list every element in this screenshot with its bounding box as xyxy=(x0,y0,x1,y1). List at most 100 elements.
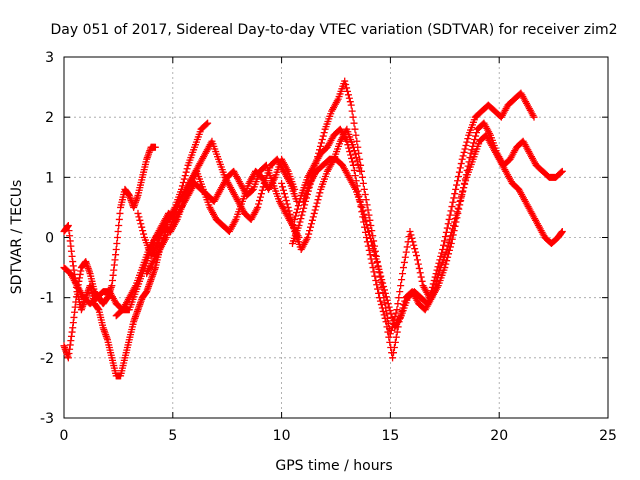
data-point xyxy=(135,213,143,221)
data-point xyxy=(256,197,264,205)
data-point xyxy=(449,225,457,233)
data-point xyxy=(373,258,381,266)
data-point xyxy=(320,129,328,137)
data-point xyxy=(316,142,324,150)
series-trace-j xyxy=(278,125,364,254)
data-point xyxy=(370,248,378,256)
data-point xyxy=(386,307,394,315)
data-point xyxy=(281,193,289,201)
data-point xyxy=(445,239,453,247)
data-point xyxy=(457,160,465,168)
data-point xyxy=(394,300,402,308)
data-point xyxy=(257,190,265,198)
data-point xyxy=(115,215,123,223)
data-point xyxy=(461,180,469,188)
data-point xyxy=(447,207,455,215)
data-point xyxy=(374,262,382,270)
data-point xyxy=(434,274,442,282)
data-point xyxy=(116,209,124,217)
data-point xyxy=(557,168,565,176)
data-point xyxy=(461,145,469,153)
data-point xyxy=(361,214,369,222)
data-point xyxy=(444,242,452,250)
data-point xyxy=(446,235,454,243)
data-point xyxy=(348,158,356,166)
x-axis-label: GPS time / hours xyxy=(275,458,392,474)
data-point xyxy=(360,185,368,193)
data-point xyxy=(460,148,468,156)
data-point xyxy=(443,224,451,232)
data-point xyxy=(343,137,351,145)
data-point xyxy=(283,200,291,208)
data-point xyxy=(558,167,566,175)
data-point xyxy=(409,238,417,246)
data-point xyxy=(134,209,142,217)
data-point xyxy=(384,300,392,308)
y-tick-label: -1 xyxy=(40,291,54,307)
data-point xyxy=(433,277,441,285)
data-point xyxy=(399,264,407,272)
data-point xyxy=(351,172,359,180)
data-point xyxy=(445,215,453,223)
data-point xyxy=(364,242,372,250)
data-point xyxy=(346,98,354,106)
data-point xyxy=(359,207,367,215)
data-point xyxy=(468,146,476,154)
data-point xyxy=(464,135,472,143)
data-point xyxy=(342,81,350,89)
data-point xyxy=(363,221,371,229)
data-point xyxy=(259,183,267,191)
data-point xyxy=(436,267,444,275)
data-point xyxy=(399,270,407,278)
data-point xyxy=(356,167,364,175)
data-point xyxy=(358,173,366,181)
y-axis-label: SDTVAR / TECUs xyxy=(9,180,25,295)
data-point xyxy=(139,227,147,235)
data-point xyxy=(296,218,304,226)
data-point xyxy=(441,233,449,241)
data-point xyxy=(451,215,459,223)
data-point xyxy=(113,234,121,241)
data-point xyxy=(348,154,356,162)
data-point xyxy=(391,338,399,346)
data-point xyxy=(443,246,451,254)
data-point xyxy=(380,282,388,290)
data-point xyxy=(401,253,409,261)
data-point xyxy=(408,234,416,242)
data-point xyxy=(182,168,190,176)
data-point xyxy=(384,328,392,336)
data-point xyxy=(369,264,377,272)
data-point xyxy=(371,272,379,280)
x-tick-label: 15 xyxy=(381,428,399,444)
data-point xyxy=(398,276,406,284)
data-point xyxy=(372,255,380,263)
data-point xyxy=(382,293,390,301)
data-point xyxy=(454,177,462,185)
data-point xyxy=(430,288,438,296)
data-point xyxy=(380,311,388,319)
data-point xyxy=(558,227,566,235)
data-point xyxy=(292,212,300,220)
data-point xyxy=(455,168,463,176)
data-point xyxy=(115,221,123,229)
data-point xyxy=(299,208,307,216)
data-point xyxy=(388,313,396,321)
data-point xyxy=(456,164,464,172)
data-point xyxy=(284,203,292,211)
data-point xyxy=(365,246,373,254)
data-point xyxy=(470,139,478,147)
data-point xyxy=(295,198,303,206)
data-point xyxy=(362,196,370,204)
data-point xyxy=(413,256,421,264)
data-point xyxy=(289,221,297,229)
data-point xyxy=(341,77,349,85)
data-point xyxy=(349,143,357,151)
data-point xyxy=(344,91,352,99)
data-point xyxy=(362,228,370,236)
data-point xyxy=(293,209,301,217)
data-point xyxy=(462,142,470,150)
series-trace-a xyxy=(60,143,159,362)
data-point xyxy=(418,277,426,285)
data-point xyxy=(383,323,391,331)
data-point xyxy=(137,220,145,228)
